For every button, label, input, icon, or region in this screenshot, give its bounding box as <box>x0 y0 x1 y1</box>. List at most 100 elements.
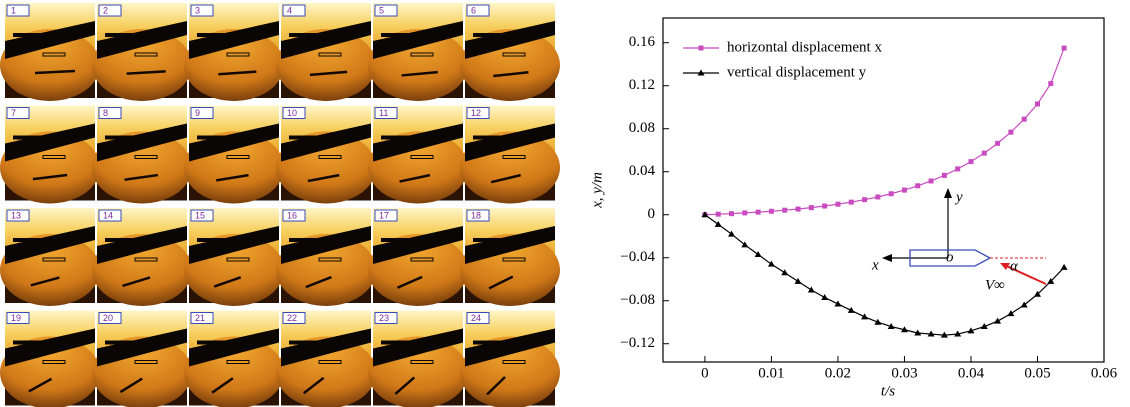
x-tick-label: 0.06 <box>1091 365 1118 381</box>
frame-model <box>122 276 151 288</box>
frame-rig <box>13 135 73 140</box>
frame-rig <box>318 52 342 57</box>
frame-rig <box>197 135 257 140</box>
data-point <box>808 205 814 211</box>
frame-band <box>189 328 279 367</box>
y-tick-label: −0.04 <box>620 249 655 265</box>
frame-label-box <box>282 312 306 324</box>
frame: 23 <box>368 310 468 407</box>
data-point <box>1061 45 1067 51</box>
frame-label: 2 <box>103 5 108 15</box>
frame-model <box>396 275 423 289</box>
data-point <box>955 166 961 172</box>
frame-label: 9 <box>195 108 200 118</box>
frame-band <box>281 123 371 162</box>
frame: 17 <box>368 208 468 306</box>
frame: 11 <box>368 105 468 204</box>
data-point <box>994 317 1002 324</box>
frame-label: 3 <box>195 5 200 15</box>
frame-rig <box>42 360 66 364</box>
frame-label: 1 <box>11 5 16 15</box>
frame-rig <box>105 33 165 37</box>
data-point <box>755 209 761 215</box>
frame-label-box <box>98 209 122 222</box>
frame-model <box>30 276 60 287</box>
frame-rig <box>226 52 250 57</box>
data-point <box>1021 116 1027 122</box>
frame-rig <box>42 257 66 262</box>
frame-label-box <box>282 107 306 119</box>
y-axis-label: x, y/m <box>589 172 605 209</box>
frame-label-box <box>282 4 306 17</box>
frame: 10 <box>276 105 376 204</box>
data-point <box>954 330 962 337</box>
inset-diagram: y x o α V∞ <box>871 188 1047 293</box>
y-tick-label: 0 <box>648 206 656 222</box>
data-point <box>835 201 841 207</box>
frame: 7 <box>0 105 100 204</box>
frame-model <box>488 275 514 290</box>
plot-frame <box>662 17 1105 363</box>
frame-band <box>281 21 371 59</box>
frame-rig <box>473 238 533 242</box>
frame-band <box>97 328 187 367</box>
frame-rig <box>289 33 349 37</box>
frame-label: 7 <box>11 108 16 118</box>
inset-label: α <box>1010 258 1019 274</box>
frame-label: 14 <box>103 210 113 220</box>
y-tick-label: 0.12 <box>629 77 655 93</box>
frame-label-box <box>374 209 398 222</box>
frame-rig <box>410 155 434 159</box>
data-point <box>1033 290 1041 297</box>
frame-band <box>189 123 279 162</box>
data-point <box>1007 310 1015 317</box>
data-point <box>821 294 829 300</box>
frame-model <box>399 173 431 183</box>
data-point <box>1048 81 1054 87</box>
frame-band <box>5 123 95 162</box>
y-tick-label: 0.08 <box>629 120 655 136</box>
data-point <box>742 210 748 216</box>
frame-rig <box>289 238 349 242</box>
data-point <box>995 140 1001 146</box>
data-point <box>795 206 801 212</box>
frame-label: 5 <box>379 5 384 15</box>
data-point <box>754 251 762 257</box>
frame-rig <box>502 52 526 57</box>
frame-model <box>216 173 249 182</box>
frame-rig <box>381 135 441 140</box>
inset-flow-arrow <box>1001 263 1047 285</box>
frame-label-box <box>374 312 398 324</box>
frame-label: 6 <box>471 5 476 15</box>
frame-band <box>97 123 187 162</box>
frame-rig <box>289 340 349 345</box>
frame: 21 <box>184 310 284 407</box>
y-tick-label: 0.16 <box>629 34 656 50</box>
frame-rig <box>105 340 165 345</box>
data-point <box>728 230 736 237</box>
data-point <box>782 207 788 213</box>
data-point <box>927 330 935 337</box>
frame-label: 22 <box>287 313 297 323</box>
frame-band <box>5 21 95 59</box>
frame: 15 <box>184 208 284 306</box>
frame-rig <box>13 33 73 37</box>
frame-label-box <box>190 107 214 119</box>
data-point <box>900 326 908 333</box>
data-point <box>1020 301 1028 308</box>
frame-rig <box>226 360 250 364</box>
data-point <box>847 306 855 313</box>
frame: 19 <box>0 310 100 407</box>
frame-label-box <box>6 209 30 222</box>
x-axis-label: t/s <box>881 383 895 399</box>
y-tick-label: −0.08 <box>620 292 655 308</box>
frame: 9 <box>184 105 284 204</box>
frame: 24 <box>460 310 560 407</box>
frame-rig <box>226 257 250 262</box>
frame-model <box>211 377 234 394</box>
data-point <box>941 172 947 178</box>
x-tick-label: 0.02 <box>825 365 851 381</box>
data-point <box>848 199 854 205</box>
